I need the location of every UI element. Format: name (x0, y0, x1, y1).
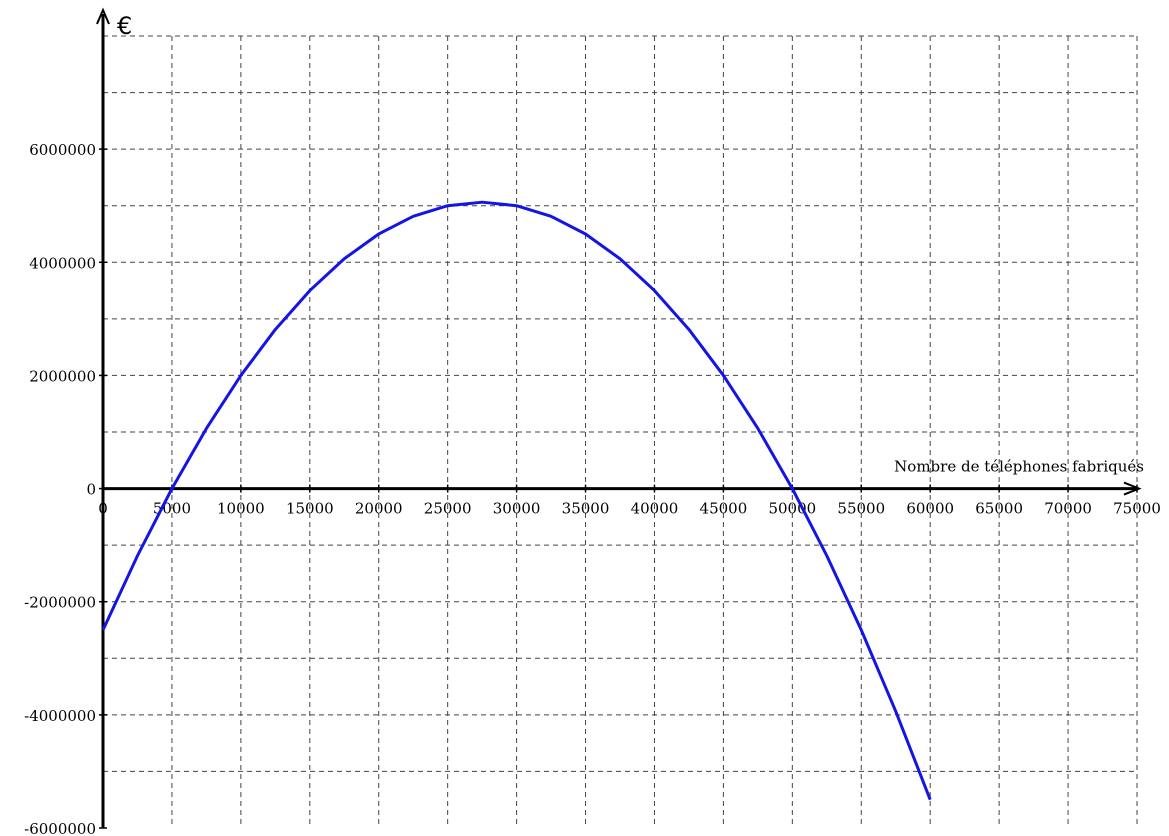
x-tick-label: 50000 (768, 500, 816, 518)
x-tick-label: 45000 (700, 500, 748, 518)
series-group (101, 200, 932, 801)
y-tick-label: 4000000 (29, 254, 96, 272)
y-tick-label: -6000000 (24, 820, 96, 836)
x-tick-label: 75000 (1113, 500, 1161, 518)
series-line (101, 200, 932, 801)
x-tick-label: 65000 (975, 500, 1023, 518)
y-tick-label: 0 (86, 481, 96, 499)
x-tick-label: 40000 (631, 500, 679, 518)
y-axis-unit: € (117, 12, 132, 40)
x-tick-labels: 0 5000 10000 15000 20000 25000 30000 35000 40000… (98, 500, 1161, 518)
x-tick-label: 10000 (217, 500, 265, 518)
x-tick-label: 60000 (906, 500, 954, 518)
x-tick-label: 25000 (424, 500, 472, 518)
x-tick-label: 70000 (1044, 500, 1092, 518)
x-axis-arrow (1123, 481, 1142, 496)
x-tick-label: 20000 (355, 500, 403, 518)
axes (96, 7, 1142, 828)
x-tick-label: 0 (98, 500, 108, 518)
x-tick-label: 55000 (837, 500, 885, 518)
x-tick-label: 30000 (493, 500, 541, 518)
y-tick-labels: -6000000 -4000000 -2000000 0 2000000 4000000 6… (24, 141, 96, 836)
x-tick-label: 35000 (562, 500, 610, 518)
y-tick-label: 6000000 (29, 141, 96, 159)
x-tick-label: 15000 (286, 500, 334, 518)
y-tick-label: 2000000 (29, 367, 96, 385)
x-axis-title: Nombre de téléphones fabriqués (894, 458, 1144, 476)
y-tick-label: -2000000 (24, 594, 96, 612)
grid (103, 35, 1138, 828)
y-axis-arrow (96, 7, 110, 25)
y-tick-label: -4000000 (24, 707, 96, 725)
